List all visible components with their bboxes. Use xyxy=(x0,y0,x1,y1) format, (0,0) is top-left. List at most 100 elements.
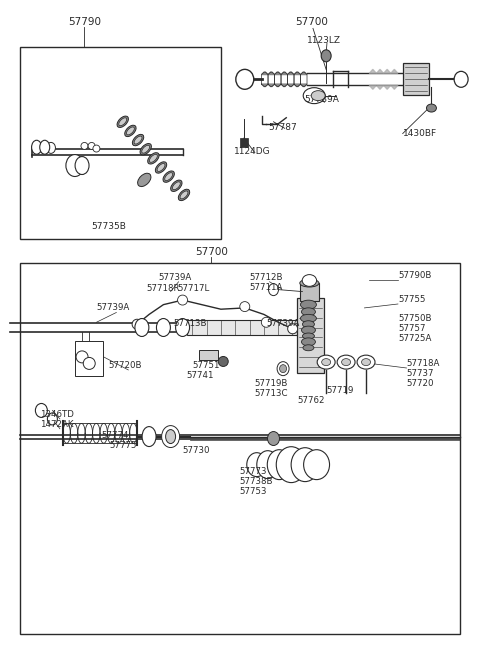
Text: 57753: 57753 xyxy=(239,487,266,496)
Ellipse shape xyxy=(300,314,316,322)
Ellipse shape xyxy=(172,182,180,190)
Bar xyxy=(20,263,460,635)
Bar xyxy=(187,320,298,335)
Polygon shape xyxy=(384,69,391,73)
Ellipse shape xyxy=(117,116,129,128)
Ellipse shape xyxy=(176,318,190,337)
Ellipse shape xyxy=(301,308,315,316)
Polygon shape xyxy=(288,84,294,86)
Polygon shape xyxy=(275,84,281,86)
Ellipse shape xyxy=(140,143,151,155)
Ellipse shape xyxy=(357,355,375,369)
Ellipse shape xyxy=(300,279,319,287)
Polygon shape xyxy=(300,84,307,86)
Polygon shape xyxy=(384,85,391,89)
Polygon shape xyxy=(376,69,384,73)
Ellipse shape xyxy=(303,345,314,350)
Ellipse shape xyxy=(149,155,157,162)
Polygon shape xyxy=(369,85,376,89)
Polygon shape xyxy=(294,72,300,75)
Text: 57750B: 57750B xyxy=(398,314,432,323)
Polygon shape xyxy=(294,84,300,86)
Ellipse shape xyxy=(142,426,156,447)
Ellipse shape xyxy=(257,451,279,479)
Text: 57774: 57774 xyxy=(101,432,129,440)
Ellipse shape xyxy=(148,153,159,164)
Polygon shape xyxy=(281,72,288,75)
Ellipse shape xyxy=(138,173,151,187)
Text: 57720: 57720 xyxy=(407,379,434,388)
Ellipse shape xyxy=(132,134,144,146)
Ellipse shape xyxy=(277,362,289,375)
Polygon shape xyxy=(281,84,288,86)
Text: 57730: 57730 xyxy=(182,446,210,455)
Text: 57739A: 57739A xyxy=(267,319,300,328)
Ellipse shape xyxy=(218,356,228,366)
Ellipse shape xyxy=(166,430,176,443)
Polygon shape xyxy=(300,72,307,75)
Text: 57762: 57762 xyxy=(298,396,325,405)
Text: 57720B: 57720B xyxy=(108,361,142,370)
Ellipse shape xyxy=(236,69,254,89)
Ellipse shape xyxy=(125,125,136,137)
Polygon shape xyxy=(275,72,281,75)
Ellipse shape xyxy=(36,403,48,417)
Ellipse shape xyxy=(162,426,180,447)
Text: 1124DG: 1124DG xyxy=(234,147,271,157)
Ellipse shape xyxy=(288,324,298,334)
Ellipse shape xyxy=(291,448,319,481)
Bar xyxy=(75,341,103,377)
Ellipse shape xyxy=(126,127,134,135)
Ellipse shape xyxy=(163,171,174,182)
Polygon shape xyxy=(262,84,268,86)
Ellipse shape xyxy=(156,162,167,173)
Ellipse shape xyxy=(178,295,188,305)
Text: 57700: 57700 xyxy=(295,17,328,27)
Polygon shape xyxy=(268,84,275,86)
Ellipse shape xyxy=(75,157,89,174)
Text: 57719: 57719 xyxy=(326,386,354,395)
Ellipse shape xyxy=(76,351,88,363)
Text: 57775: 57775 xyxy=(110,441,137,450)
Ellipse shape xyxy=(276,447,306,483)
Text: 57738B: 57738B xyxy=(239,477,273,486)
Polygon shape xyxy=(376,85,384,89)
Polygon shape xyxy=(391,85,398,89)
Text: 57725A: 57725A xyxy=(398,333,432,343)
Text: 57739A: 57739A xyxy=(158,272,192,282)
Ellipse shape xyxy=(302,333,314,339)
Ellipse shape xyxy=(119,118,127,126)
Ellipse shape xyxy=(267,432,279,445)
Text: 57773: 57773 xyxy=(239,468,266,476)
Ellipse shape xyxy=(268,284,278,295)
Ellipse shape xyxy=(279,365,287,373)
Text: 57741: 57741 xyxy=(186,371,214,380)
Polygon shape xyxy=(369,69,376,73)
Ellipse shape xyxy=(301,326,315,334)
Text: 57717L: 57717L xyxy=(178,284,210,293)
Ellipse shape xyxy=(247,453,267,477)
Ellipse shape xyxy=(337,355,355,369)
Bar xyxy=(199,350,218,360)
Ellipse shape xyxy=(361,359,371,365)
Ellipse shape xyxy=(454,71,468,87)
Ellipse shape xyxy=(135,318,149,337)
Polygon shape xyxy=(391,69,398,73)
Polygon shape xyxy=(268,72,275,75)
Ellipse shape xyxy=(178,189,190,200)
Text: 57700: 57700 xyxy=(195,247,228,257)
Text: 57713B: 57713B xyxy=(173,318,206,328)
Bar xyxy=(20,47,221,239)
Ellipse shape xyxy=(39,142,48,153)
Ellipse shape xyxy=(93,145,100,152)
Ellipse shape xyxy=(83,358,95,369)
Ellipse shape xyxy=(317,355,335,369)
Ellipse shape xyxy=(88,142,95,149)
Ellipse shape xyxy=(142,145,150,153)
Ellipse shape xyxy=(48,413,58,425)
Text: 57790: 57790 xyxy=(68,17,101,27)
Ellipse shape xyxy=(303,88,325,103)
Ellipse shape xyxy=(134,136,142,144)
Bar xyxy=(403,64,429,95)
Ellipse shape xyxy=(66,155,84,176)
